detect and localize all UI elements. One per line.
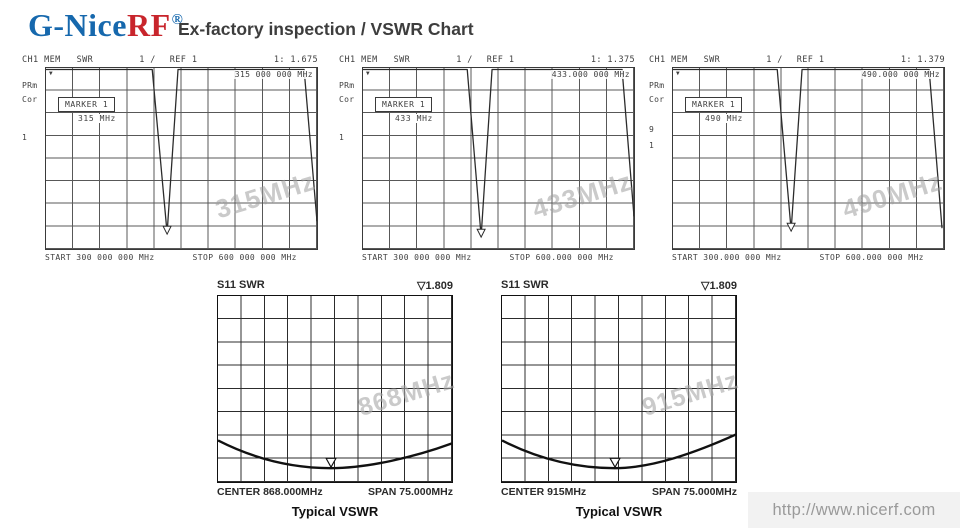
swr-chart-header: S11 SWR ▽1.809 — [217, 279, 453, 292]
channel-label: CH1 MEM — [339, 55, 378, 65]
chart-grid: 868MHz — [217, 295, 458, 483]
marker-value-readout: ▽1.809 — [701, 280, 737, 292]
start-frequency-label: START 300 000 000 MHz — [45, 253, 155, 262]
ref-label: REF 1 — [486, 55, 515, 65]
analyzer-chart-433: CH1 MEM SWR 1 / REF 1 1: 1.375 PRm Cor 1… — [339, 55, 647, 270]
start-frequency-label: START 300.000 000 MHz — [672, 253, 782, 262]
scale-label: 1 / — [139, 55, 156, 65]
website-url[interactable]: http://www.nicerf.com — [772, 500, 936, 519]
chart-grid: 915MHz — [501, 295, 742, 483]
analyzer-status-line: CH1 MEM SWR 1 / REF 1 1: 1.375 — [339, 55, 639, 65]
sweep-range-labels: START 300 000 000 MHz STOP 600.000 000 M… — [362, 253, 640, 262]
vswr-curve — [218, 439, 452, 470]
side-label: 1 — [22, 133, 28, 142]
swr-trace-plot — [363, 68, 634, 239]
trace-corner-icon: ▼ — [676, 70, 680, 77]
s11-swr-label: S11 SWR — [501, 279, 549, 291]
marker-box-frequency: 315 MHz — [76, 114, 118, 123]
marker-box-frequency: 433 MHz — [393, 114, 435, 123]
side-label: 9 — [649, 125, 655, 134]
stop-frequency-label: STOP 600.000 000 MHz — [819, 253, 924, 262]
swr-curve-plot — [218, 439, 452, 470]
side-label: PRm — [22, 81, 38, 90]
chart-grid: ▼ 315 000 000 MHz MARKER 1 315 MHz 315MH… — [45, 67, 319, 250]
channel-label: CH1 MEM — [649, 55, 688, 65]
marker-value-readout: ▽1.809 — [417, 280, 453, 292]
span-label: SPAN 75.000MHz — [367, 486, 453, 498]
marker-frequency-readout: 433.000 000 MHz — [550, 70, 631, 79]
side-annotations: PRm Cor 1 — [22, 67, 44, 250]
marker-box-title: MARKER 1 — [58, 97, 116, 112]
logo-text-red: RF — [126, 7, 171, 43]
analyzer-status-line: CH1 MEM SWR 1 / REF 1 1: 1.379 — [649, 55, 949, 65]
marker-readout: 1: 1.375 — [590, 55, 635, 65]
s11-swr-label: S11 SWR — [217, 279, 265, 291]
sweep-range-labels: CENTER 868.000MHz SPAN 75.000MHz — [217, 486, 453, 498]
marker-box-frequency: 490 MHz — [703, 114, 745, 123]
marker-box-title: MARKER 1 — [375, 97, 433, 112]
page-title: Ex-factory inspection / VSWR Chart — [178, 19, 474, 39]
marker-triangle-icon — [476, 228, 486, 239]
brand-logo: G-NiceRF® — [28, 6, 183, 44]
chart-grid: ▼ 433.000 000 MHz MARKER 1 433 MHz 433MH… — [362, 67, 636, 250]
chart-caption: Typical VSWR — [575, 504, 663, 519]
analyzer-status-line: CH1 MEM SWR 1 / REF 1 1: 1.675 — [22, 55, 322, 65]
ref-label: REF 1 — [169, 55, 198, 65]
marker-triangle-icon — [162, 225, 172, 236]
ref-label: REF 1 — [796, 55, 825, 65]
vswr-curve — [502, 433, 736, 470]
sweep-range-labels: START 300.000 000 MHz STOP 600.000 000 M… — [672, 253, 950, 262]
marker-triangle-icon — [325, 457, 338, 469]
swr-chart-915: S11 SWR ▽1.809 915MHz CENTER 915MHz SPAN… — [497, 279, 742, 525]
center-frequency-label: CENTER 915MHz — [501, 486, 587, 498]
marker-triangle-icon — [786, 222, 796, 233]
sweep-range-labels: CENTER 915MHz SPAN 75.000MHz — [501, 486, 737, 498]
footer-url-box: http://www.nicerf.com — [748, 492, 960, 528]
chart-caption: Typical VSWR — [291, 504, 379, 519]
trace-corner-icon: ▼ — [49, 70, 53, 77]
side-annotations: PRm Cor 1 — [339, 67, 361, 250]
vswr-trace — [46, 68, 317, 234]
side-label: 1 — [339, 133, 345, 142]
chart-grid: ▼ 490.000 000 MHz MARKER 1 490 MHz 490MH… — [672, 67, 946, 250]
vswr-trace — [363, 68, 634, 237]
marker-readout: 1: 1.379 — [900, 55, 945, 65]
swr-trace-plot — [46, 68, 317, 236]
trace-corner-icon: ▼ — [366, 70, 370, 77]
stop-frequency-label: STOP 600 000 000 MHz — [192, 253, 297, 262]
marker-box-title: MARKER 1 — [685, 97, 743, 112]
side-label: 1 — [649, 141, 655, 150]
analyzer-chart-490: CH1 MEM SWR 1 / REF 1 1: 1.379 PRm Cor 9… — [649, 55, 957, 270]
marker-triangle-icon — [609, 457, 622, 469]
logo-text-blue: G-Nice — [28, 7, 127, 43]
sweep-range-labels: START 300 000 000 MHz STOP 600 000 000 M… — [45, 253, 323, 262]
start-frequency-label: START 300 000 000 MHz — [362, 253, 472, 262]
measurement-label: SWR — [393, 55, 411, 65]
swr-chart-header: S11 SWR ▽1.809 — [501, 279, 737, 292]
marker-readout: 1: 1.675 — [273, 55, 318, 65]
side-label: Cor — [22, 95, 38, 104]
span-label: SPAN 75.000MHz — [651, 486, 737, 498]
swr-trace-plot — [673, 68, 943, 233]
marker-frequency-readout: 490.000 000 MHz — [860, 70, 941, 79]
swr-curve-plot — [502, 433, 736, 470]
scale-label: 1 / — [766, 55, 783, 65]
stop-frequency-label: STOP 600.000 000 MHz — [509, 253, 614, 262]
analyzer-chart-315: CH1 MEM SWR 1 / REF 1 1: 1.675 PRm Cor 1… — [22, 55, 330, 270]
registered-trademark-icon: ® — [171, 12, 184, 29]
center-frequency-label: CENTER 868.000MHz — [217, 486, 323, 498]
swr-chart-868: S11 SWR ▽1.809 868MHz CENTER 868.000MHz … — [213, 279, 458, 525]
measurement-label: SWR — [76, 55, 94, 65]
side-label: PRm — [649, 81, 665, 90]
channel-label: CH1 MEM — [22, 55, 61, 65]
side-label: PRm — [339, 81, 355, 90]
vswr-trace — [673, 68, 943, 231]
measurement-label: SWR — [703, 55, 721, 65]
side-annotations: PRm Cor 9 1 — [649, 67, 671, 250]
side-label: Cor — [339, 95, 355, 104]
side-label: Cor — [649, 95, 665, 104]
marker-frequency-readout: 315 000 000 MHz — [233, 70, 314, 79]
scale-label: 1 / — [456, 55, 473, 65]
